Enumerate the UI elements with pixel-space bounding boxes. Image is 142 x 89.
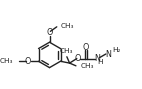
Text: CH₃: CH₃	[60, 23, 74, 29]
Text: CH₃: CH₃	[59, 48, 73, 54]
Text: N: N	[95, 54, 101, 63]
Text: O: O	[25, 57, 31, 66]
Text: O: O	[75, 54, 81, 63]
Text: N: N	[106, 49, 111, 59]
Text: CH₃: CH₃	[0, 58, 13, 64]
Text: CH₃: CH₃	[81, 63, 94, 69]
Text: H: H	[97, 59, 103, 65]
Text: O: O	[46, 28, 53, 37]
Text: H₂: H₂	[112, 47, 121, 53]
Text: O: O	[83, 43, 89, 52]
